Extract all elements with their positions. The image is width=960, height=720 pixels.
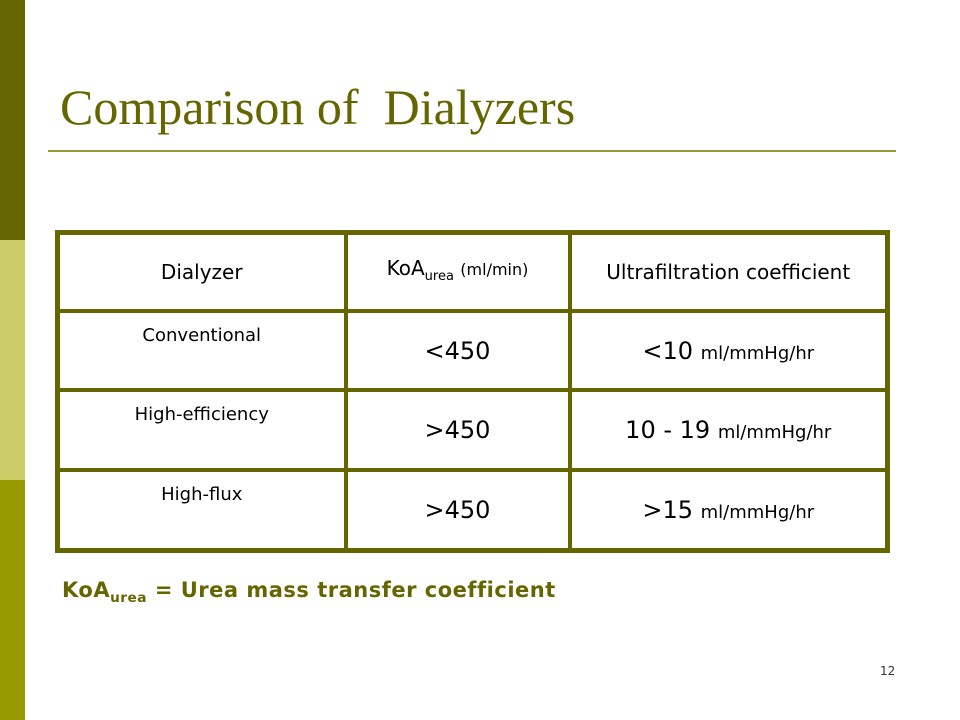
cell-value: <10 <box>642 336 693 365</box>
unit: (ml/min) <box>460 259 529 279</box>
cell-text: >450 <box>424 416 491 445</box>
unit: ml/mmHg/hr <box>717 422 832 444</box>
side-bar <box>0 0 25 240</box>
header-text: KoA <box>386 255 425 280</box>
cell-text: <450 <box>424 336 491 365</box>
cell: Conventional <box>55 308 348 393</box>
side-bar <box>0 240 25 480</box>
cell: >15 ml/mmHg/hr <box>567 467 890 553</box>
subscript: urea <box>424 268 454 284</box>
comparison-table: Dialyzer KoAurea (ml/min) Ultrafiltratio… <box>55 230 890 553</box>
title-rule <box>48 150 896 152</box>
header-row: Dialyzer KoAurea (ml/min) Ultrafiltratio… <box>55 230 890 313</box>
cell-text: >450 <box>424 495 491 524</box>
cell-text: High-efficiency <box>134 404 269 426</box>
cell: 10 - 19 ml/mmHg/hr <box>567 388 890 472</box>
footnote: KoAurea = Urea mass transfer coefficient <box>62 578 556 606</box>
footnote-text: = Urea mass transfer coefficient <box>154 578 556 602</box>
header-cell: KoAurea (ml/min) <box>343 230 572 313</box>
cell: High-flux <box>55 467 348 553</box>
cell-value: 10 - 19 <box>625 416 711 445</box>
slide-title: Comparison of Dialyzers <box>60 79 576 135</box>
cell: <450 <box>343 308 572 393</box>
page-number: 12 <box>880 664 896 678</box>
row: High-efficiency >450 10 - 19 ml/mmHg/hr <box>55 388 890 472</box>
cell-text: High-flux <box>161 483 243 505</box>
footnote-term: KoA <box>62 578 111 602</box>
header-text: Ultrafiltration coefficient <box>606 260 851 284</box>
side-bar <box>0 480 25 720</box>
header-cell: Ultrafiltration coefficient <box>567 230 890 313</box>
row: High-flux >450 >15 ml/mmHg/hr <box>55 467 890 553</box>
subscript: urea <box>110 590 147 607</box>
header-text: Dialyzer <box>160 260 243 284</box>
header-cell: Dialyzer <box>55 230 348 313</box>
unit: ml/mmHg/hr <box>700 501 815 523</box>
row: Conventional <450 <10 ml/mmHg/hr <box>55 308 890 393</box>
cell: <10 ml/mmHg/hr <box>567 308 890 393</box>
cell-value: >15 <box>642 495 693 524</box>
unit: ml/mmHg/hr <box>700 342 815 364</box>
cell: High-efficiency <box>55 388 348 472</box>
cell: >450 <box>343 467 572 553</box>
cell: >450 <box>343 388 572 472</box>
cell-text: Conventional <box>142 325 262 346</box>
